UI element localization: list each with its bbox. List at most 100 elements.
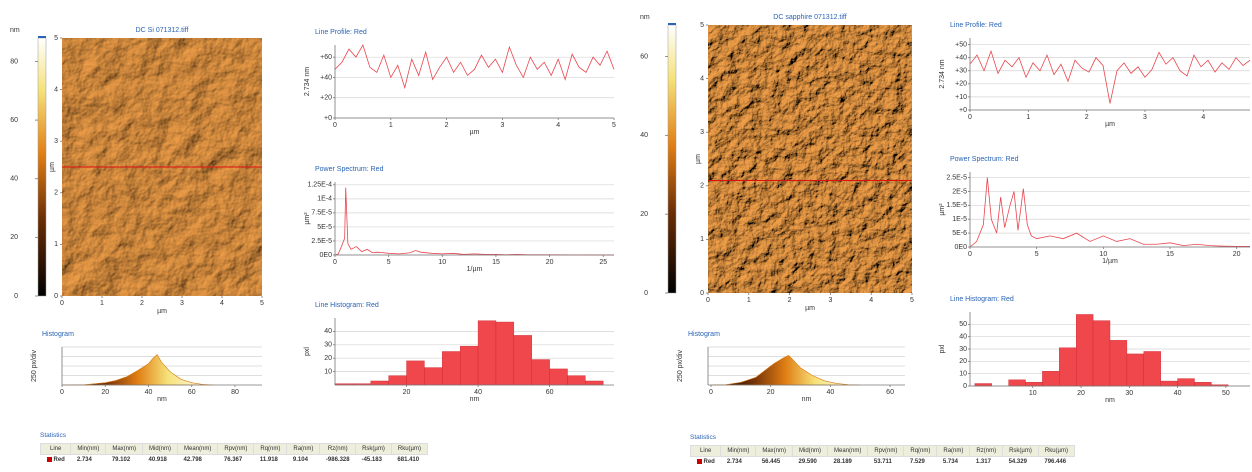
image-x-tick-label: 1 bbox=[100, 300, 104, 307]
x-tick-label: 10 bbox=[438, 259, 446, 266]
x-tick-label: 3 bbox=[1143, 114, 1147, 121]
colorbar-tick-label: 40 bbox=[640, 132, 648, 139]
cell: 796.446 bbox=[1038, 457, 1074, 468]
x-axis-label: µm bbox=[1105, 121, 1115, 128]
x-tick-label: 20 bbox=[1077, 390, 1085, 397]
y-tick-label: 5E-5 bbox=[317, 224, 332, 231]
cell-text: 56.445 bbox=[761, 459, 781, 466]
cell-text: 53.711 bbox=[873, 459, 892, 466]
line-series bbox=[969, 177, 1250, 248]
y-tick-label: +0 bbox=[324, 115, 332, 122]
column-header: Rpv(nm) bbox=[217, 443, 255, 455]
x-tick-label: 20 bbox=[403, 389, 411, 396]
histogram-bar bbox=[495, 321, 515, 386]
image-x-tick-label: 5 bbox=[260, 300, 264, 307]
image-y-tick-label: 4 bbox=[54, 86, 58, 93]
x-tick-label: 10 bbox=[1029, 390, 1037, 397]
x-axis-label: 1/µm bbox=[1102, 258, 1118, 265]
image-y-tick-label: 2 bbox=[54, 190, 58, 197]
histogram-bar bbox=[531, 359, 550, 386]
y-tick-label: 20 bbox=[959, 358, 967, 365]
y-tick-label: 20 bbox=[324, 355, 332, 362]
colorbar-tick-label: 0 bbox=[644, 290, 648, 297]
histogram-bar bbox=[406, 360, 425, 386]
cell: 40.918 bbox=[143, 455, 178, 466]
y-tick-label: 5E-6 bbox=[952, 230, 967, 237]
column-header: Ra(nm) bbox=[286, 443, 321, 455]
image-x-tick-label: 1 bbox=[747, 297, 751, 304]
histogram-bar bbox=[585, 380, 604, 386]
histogram-bar bbox=[1177, 378, 1195, 387]
column-header: Min(nm) bbox=[720, 445, 757, 457]
histogram-bar bbox=[424, 367, 443, 386]
x-tick-label: 80 bbox=[231, 389, 239, 396]
cell-text: 796.446 bbox=[1044, 459, 1067, 466]
x-tick-label: 25 bbox=[599, 259, 607, 266]
column-header: Line bbox=[39, 443, 72, 455]
cell: 2.734 bbox=[721, 457, 756, 468]
y-tick-label: +60 bbox=[320, 54, 332, 61]
data-row: Red 2.734 79.102 40.918 42.798 76.367 11.918 9.… bbox=[41, 455, 428, 466]
cell: 7.529 bbox=[904, 457, 937, 468]
x-tick-label: 3 bbox=[500, 122, 504, 129]
x-tick-label: 0 bbox=[333, 259, 337, 266]
line-series bbox=[334, 187, 614, 256]
y-axis-label: µm² bbox=[304, 212, 311, 225]
image-title: DC Si 071312.tiff bbox=[136, 27, 189, 34]
x-tick-label: 10 bbox=[1099, 251, 1107, 258]
colorbar-unit: nm bbox=[10, 27, 20, 34]
x-tick-label: 20 bbox=[546, 259, 554, 266]
colorbar-handle bbox=[38, 36, 46, 38]
x-axis-label: nm bbox=[1105, 397, 1115, 404]
chart-title: Line Profile: Red bbox=[950, 22, 1002, 29]
row-checkbox[interactable] bbox=[46, 457, 52, 462]
cell-text: 7.529 bbox=[909, 459, 925, 466]
column-header: Max(nm) bbox=[105, 443, 144, 455]
statistics-panel: Statistics Line Min(nm) Max(nm) Mid(nm) Mean(… bbox=[689, 434, 1076, 468]
histogram-bar bbox=[549, 368, 568, 386]
x-axis-label: 1/µm bbox=[467, 266, 483, 273]
image-y-tick-label: 1 bbox=[54, 241, 58, 248]
cell-text: 2.734 bbox=[76, 457, 92, 464]
x-tick-label: 60 bbox=[886, 389, 894, 396]
y-tick-label: 1.5E-5 bbox=[946, 202, 967, 209]
y-tick-label: 40 bbox=[959, 334, 967, 341]
x-tick-label: 20 bbox=[767, 389, 775, 396]
y-tick-label: +30 bbox=[955, 68, 967, 75]
histogram-bar bbox=[1042, 371, 1060, 387]
histogram-bar bbox=[1059, 347, 1077, 387]
colorbar-unit: nm bbox=[640, 14, 650, 21]
x-tick-label: 40 bbox=[145, 389, 153, 396]
column-header: Rpv(nm) bbox=[867, 445, 905, 457]
x-tick-label: 20 bbox=[1233, 251, 1241, 258]
image-x-tick-label: 0 bbox=[60, 300, 64, 307]
column-header: Mean(nm) bbox=[827, 445, 869, 457]
cell: 76.367 bbox=[218, 455, 254, 466]
line-series bbox=[334, 44, 615, 90]
x-axis-label: nm bbox=[802, 396, 812, 403]
y-tick-label: 2.5E-5 bbox=[946, 174, 967, 181]
statistics-table: Line Min(nm) Max(nm) Mid(nm) Mean(nm) Rpv(nm)… bbox=[39, 443, 429, 466]
y-tick-label: 0E0 bbox=[955, 244, 968, 251]
x-tick-label: 4 bbox=[1201, 114, 1205, 121]
y-tick-label: 1E-4 bbox=[317, 196, 332, 203]
image-x-tick-label: 3 bbox=[828, 297, 832, 304]
statistics-title: Statistics bbox=[690, 434, 717, 441]
column-header: Rz(nm) bbox=[319, 443, 357, 455]
cell: 9.104 bbox=[287, 455, 320, 466]
cell: 28.189 bbox=[828, 457, 868, 468]
y-tick-label: 40 bbox=[324, 328, 332, 335]
histogram-bar bbox=[459, 345, 479, 386]
image-x-tick-label: 4 bbox=[220, 300, 224, 307]
row-checkbox[interactable] bbox=[696, 459, 702, 464]
colorbar-tick-label: 80 bbox=[10, 58, 18, 65]
image-y-tick-label: 3 bbox=[54, 138, 58, 145]
cell: 42.798 bbox=[178, 455, 218, 466]
header-row: Line Min(nm) Max(nm) Mid(nm) Mean(nm) Rpv(nm)… bbox=[39, 443, 429, 455]
chart-title: Power Spectrum: Red bbox=[950, 156, 1019, 163]
y-tick-label: 0 bbox=[963, 383, 967, 390]
image-y-label: µm bbox=[695, 154, 702, 164]
y-axis-label: 250 px/div bbox=[677, 350, 684, 382]
cell: 11.918 bbox=[254, 455, 287, 466]
header-row: Line Min(nm) Max(nm) Mid(nm) Mean(nm) Rpv(nm)… bbox=[689, 445, 1076, 457]
